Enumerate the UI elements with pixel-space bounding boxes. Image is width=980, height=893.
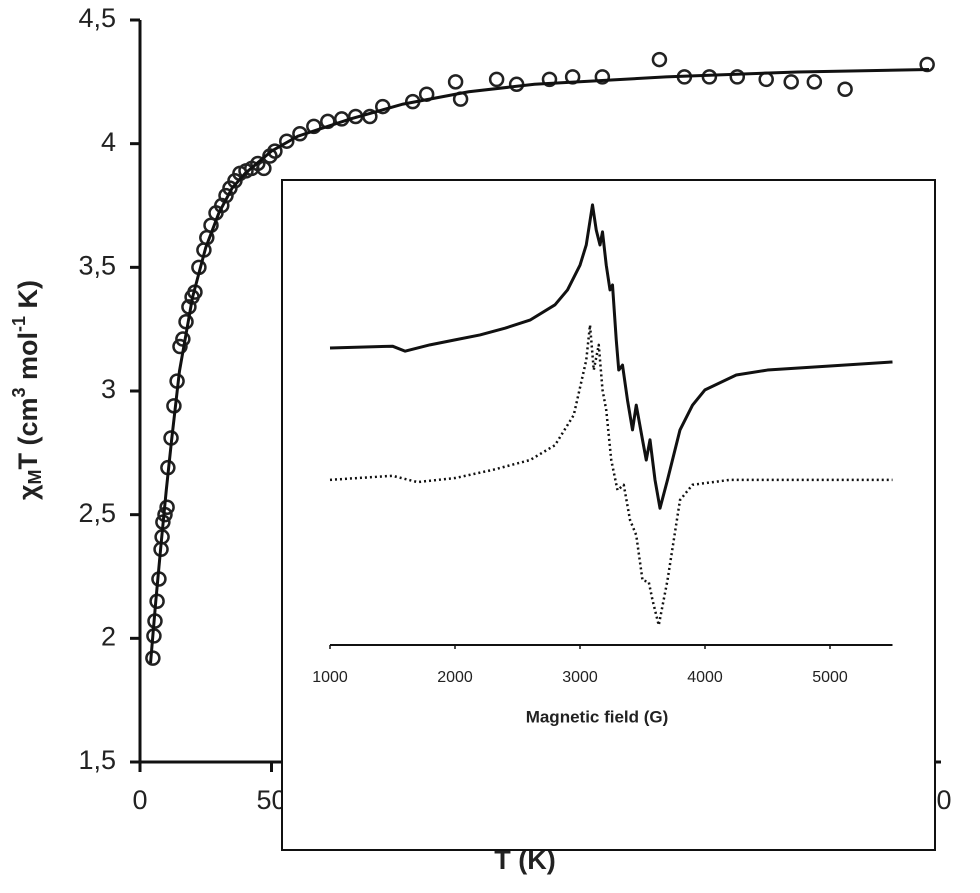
data-point [159,499,175,515]
data-point [145,650,161,666]
data-point [919,56,935,73]
y-tick-label: 3 [101,374,116,404]
data-point [651,51,668,68]
y-axis-label-part: T (cm [13,397,43,469]
data-point [837,81,853,98]
inset-frame [281,179,936,851]
inset-x-tick-label: 1000 [312,669,348,686]
y-axis-label-part: mol [13,332,43,388]
data-point [594,69,611,85]
data-point [729,69,746,85]
data-point [758,71,774,88]
data-point [488,71,505,88]
y-tick-label: 1,5 [78,745,116,775]
data-point [806,74,823,90]
y-tick-label: 3,5 [78,250,116,280]
y-tick-label: 2 [101,621,116,651]
data-point [541,71,558,88]
inset-x-axis-label: Magnetic field (G) [526,707,669,726]
inset-x-tick-label: 4000 [687,669,723,686]
y-tick-label: 4,5 [78,3,116,33]
inset-x-tick-label: 3000 [562,669,598,686]
data-point [256,160,272,177]
data-point [267,143,283,159]
y-axis-label-part: 3 [9,387,29,397]
data-point [279,133,295,149]
y-tick-label: 4 [101,127,116,157]
data-point [172,338,188,355]
inset-x-tick-label: 2000 [437,669,473,686]
y-axis-label: χMT (cm3 mol-1 K) [9,280,45,500]
y-tick-label: 2,5 [78,498,116,528]
y-axis-label-part: K) [13,280,43,316]
fit-line [149,67,930,664]
spectrum-line [329,203,893,510]
data-point [306,118,322,135]
x-tick-label: 0 [132,785,147,815]
y-axis-label-part: χ [13,484,43,500]
y-axis-label-part: -1 [9,316,29,332]
spectrum-line [329,323,893,627]
data-point [447,74,464,90]
inset-x-tick-label: 5000 [812,669,848,686]
data-point [783,74,799,90]
y-axis-label-part: M [25,470,45,485]
